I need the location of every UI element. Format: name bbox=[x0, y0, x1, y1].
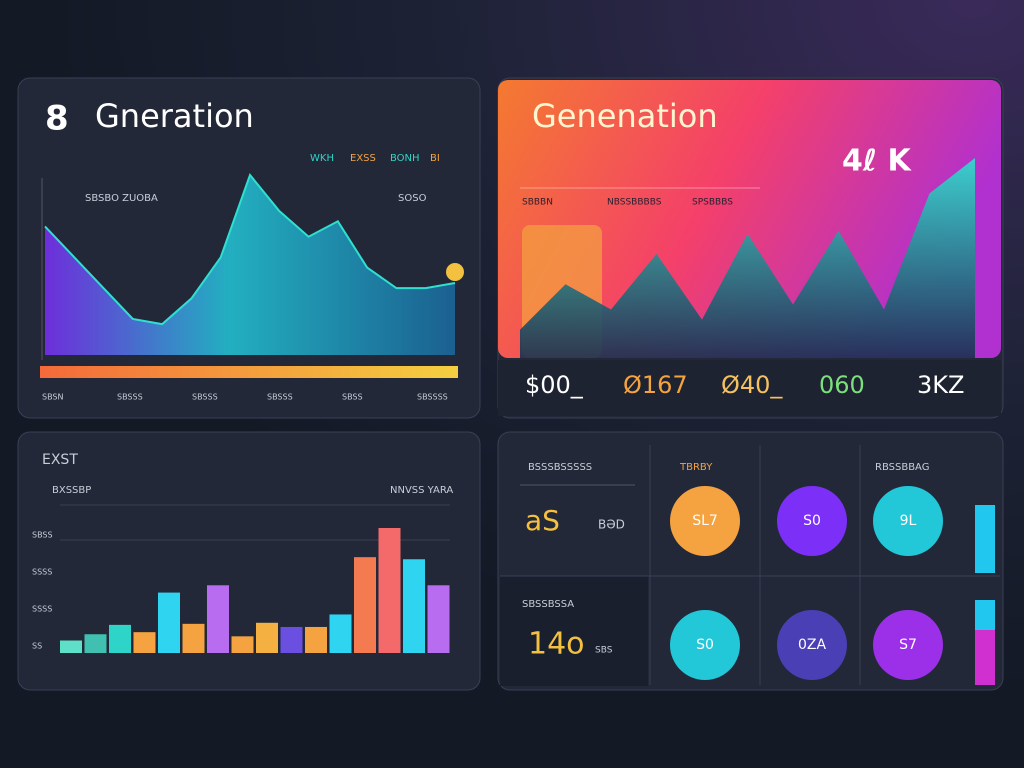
bar bbox=[84, 634, 107, 653]
progress-bar bbox=[40, 366, 458, 378]
bar bbox=[378, 528, 401, 653]
bar bbox=[133, 632, 156, 653]
legend-entry: WKH bbox=[310, 153, 334, 164]
bar bbox=[60, 640, 82, 653]
bar bbox=[109, 624, 131, 653]
label: SPSBBBS bbox=[692, 198, 733, 208]
y-label: SS bbox=[32, 642, 42, 651]
area bbox=[520, 158, 975, 358]
big-value: aS bbox=[525, 504, 560, 537]
label: BSSSBSSSSS bbox=[528, 462, 592, 473]
accent bbox=[975, 505, 995, 573]
bar bbox=[182, 623, 205, 653]
stat: $00_ bbox=[525, 371, 584, 399]
accent bbox=[975, 630, 995, 685]
stats-bar bbox=[498, 360, 1001, 416]
small-value: SBS bbox=[595, 646, 613, 656]
bar bbox=[207, 585, 229, 653]
legend-entry: BI bbox=[430, 153, 440, 164]
small-value: BƏD bbox=[598, 518, 625, 532]
x-label: SBSN bbox=[42, 393, 64, 402]
marker bbox=[446, 263, 464, 281]
stat: 060 bbox=[819, 371, 865, 399]
label: NBSSBBBBS bbox=[607, 198, 662, 208]
badge-label: S0 bbox=[696, 637, 714, 653]
bar bbox=[329, 614, 352, 653]
badge bbox=[670, 486, 740, 556]
x-label: SBSSS bbox=[192, 393, 218, 402]
badge bbox=[670, 610, 740, 680]
label: SBSSBSSA bbox=[522, 599, 574, 610]
panel-hero bbox=[498, 80, 1001, 358]
badge bbox=[777, 610, 847, 680]
bar bbox=[158, 592, 180, 653]
big-value: 14o bbox=[528, 627, 585, 662]
title: Gneration bbox=[95, 97, 254, 135]
x-label: SBSSS bbox=[117, 393, 143, 402]
area bbox=[45, 175, 455, 355]
label: TBRBY bbox=[679, 462, 713, 473]
big-value: 4ℓ K bbox=[842, 144, 912, 179]
label: NNVSS YARA bbox=[390, 485, 453, 496]
cell bbox=[500, 576, 648, 686]
x-label: SBSS bbox=[342, 393, 363, 402]
badge-label: S0 bbox=[803, 513, 821, 529]
label: BXSSBP bbox=[52, 485, 91, 496]
title: EXST bbox=[42, 452, 78, 468]
bar bbox=[403, 559, 425, 653]
bar bbox=[280, 626, 303, 653]
badge bbox=[873, 610, 943, 680]
x-label: SBSSS bbox=[267, 393, 293, 402]
y-label: SSSS bbox=[32, 568, 52, 577]
x-label: SBSSSS bbox=[417, 393, 448, 402]
badge-label: SL7 bbox=[692, 513, 718, 529]
badge-label: 0ZA bbox=[798, 637, 826, 653]
number: 8 bbox=[45, 99, 69, 139]
badge-label: 9L bbox=[900, 513, 917, 529]
bar bbox=[354, 557, 376, 653]
label: RBSSBBAG bbox=[875, 462, 929, 473]
stat: Ø40_ bbox=[721, 371, 783, 399]
legend-entry: BONH bbox=[390, 153, 420, 164]
badge-label: S7 bbox=[899, 637, 917, 653]
stat: 3KZ bbox=[917, 371, 964, 399]
line bbox=[44, 172, 456, 326]
title: Genenation bbox=[532, 97, 718, 135]
legend-entry: EXSS bbox=[350, 153, 376, 164]
bar bbox=[305, 626, 327, 653]
y-label: SSSS bbox=[32, 605, 52, 614]
badge bbox=[873, 486, 943, 556]
bar bbox=[256, 622, 278, 653]
stat: Ø167 bbox=[623, 371, 688, 399]
label: SBBBN bbox=[522, 198, 553, 208]
label: SOSO bbox=[398, 193, 427, 204]
accent bbox=[975, 600, 995, 630]
bar bbox=[231, 636, 254, 653]
badge bbox=[777, 486, 847, 556]
bar bbox=[427, 585, 450, 653]
label: SBSBO ZUOBA bbox=[85, 193, 158, 204]
y-label: SBSS bbox=[32, 531, 53, 540]
